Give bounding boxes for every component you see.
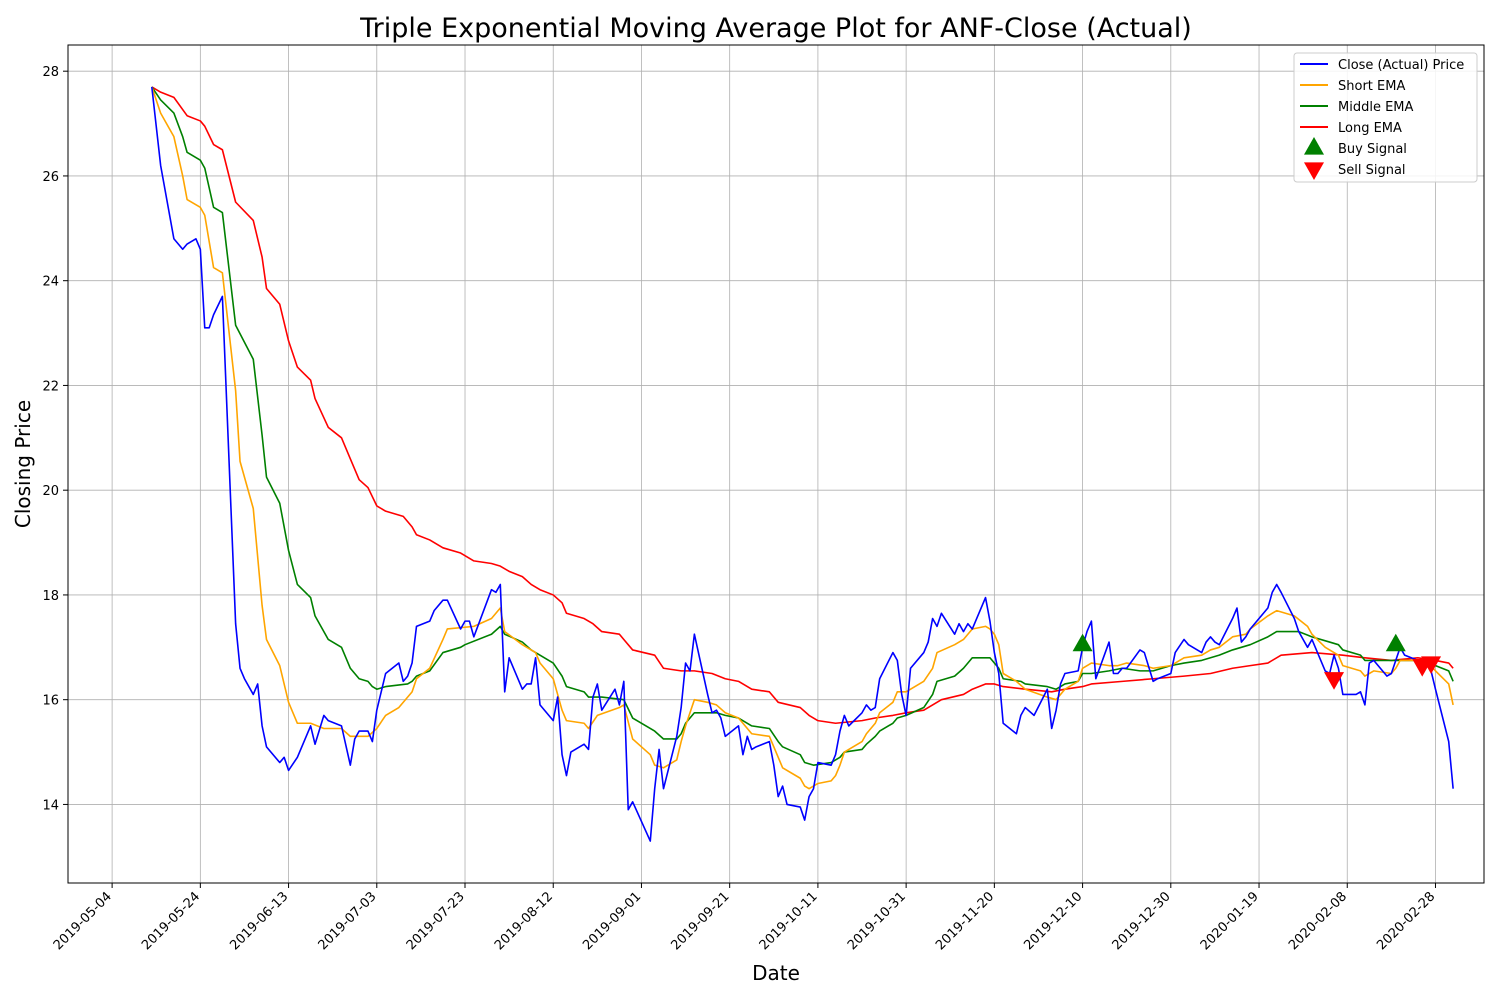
series-layer	[151, 86, 1454, 842]
legend: Close (Actual) Price Short EMA Middle EMA L…	[1293, 52, 1478, 183]
sell-signal-marker	[1421, 656, 1442, 675]
y-tick-label: 16	[42, 694, 59, 709]
middle-ema-line	[151, 86, 1454, 766]
legend-sell-icon	[1304, 162, 1324, 180]
y-axis: 14 16 18 20 22 24 26 28	[42, 65, 68, 813]
legend-label: Close (Actual) Price	[1338, 58, 1464, 73]
legend-label: Buy Signal	[1338, 142, 1407, 157]
buy-signal-marker	[1385, 633, 1406, 652]
plot-frame	[67, 44, 1485, 884]
close-price-line	[151, 86, 1454, 842]
x-axis-label: Date	[752, 961, 800, 985]
y-tick-label: 22	[42, 379, 59, 394]
y-tick-label: 20	[42, 484, 59, 499]
legend-label: Sell Signal	[1338, 163, 1406, 178]
sell-signal-marker	[1324, 672, 1345, 690]
buy-signal-marker	[1072, 633, 1093, 652]
y-tick-label: 24	[42, 275, 59, 290]
legend-buy-icon	[1304, 137, 1324, 155]
short-ema-line	[151, 86, 1454, 790]
y-tick-label: 26	[42, 170, 59, 185]
legend-box	[1293, 52, 1478, 183]
y-axis-label: Closing Price	[11, 400, 35, 528]
legend-label: Short EMA	[1338, 79, 1405, 94]
y-tick-label: 18	[42, 589, 59, 604]
legend-label: Middle EMA	[1338, 100, 1414, 115]
chart-title: Triple Exponential Moving Average Plot f…	[359, 13, 1192, 44]
long-ema-line	[151, 86, 1454, 725]
y-tick-label: 28	[42, 65, 59, 80]
y-tick-label: 14	[42, 798, 59, 813]
signal-markers	[1072, 633, 1442, 690]
legend-label: Long EMA	[1338, 121, 1402, 136]
